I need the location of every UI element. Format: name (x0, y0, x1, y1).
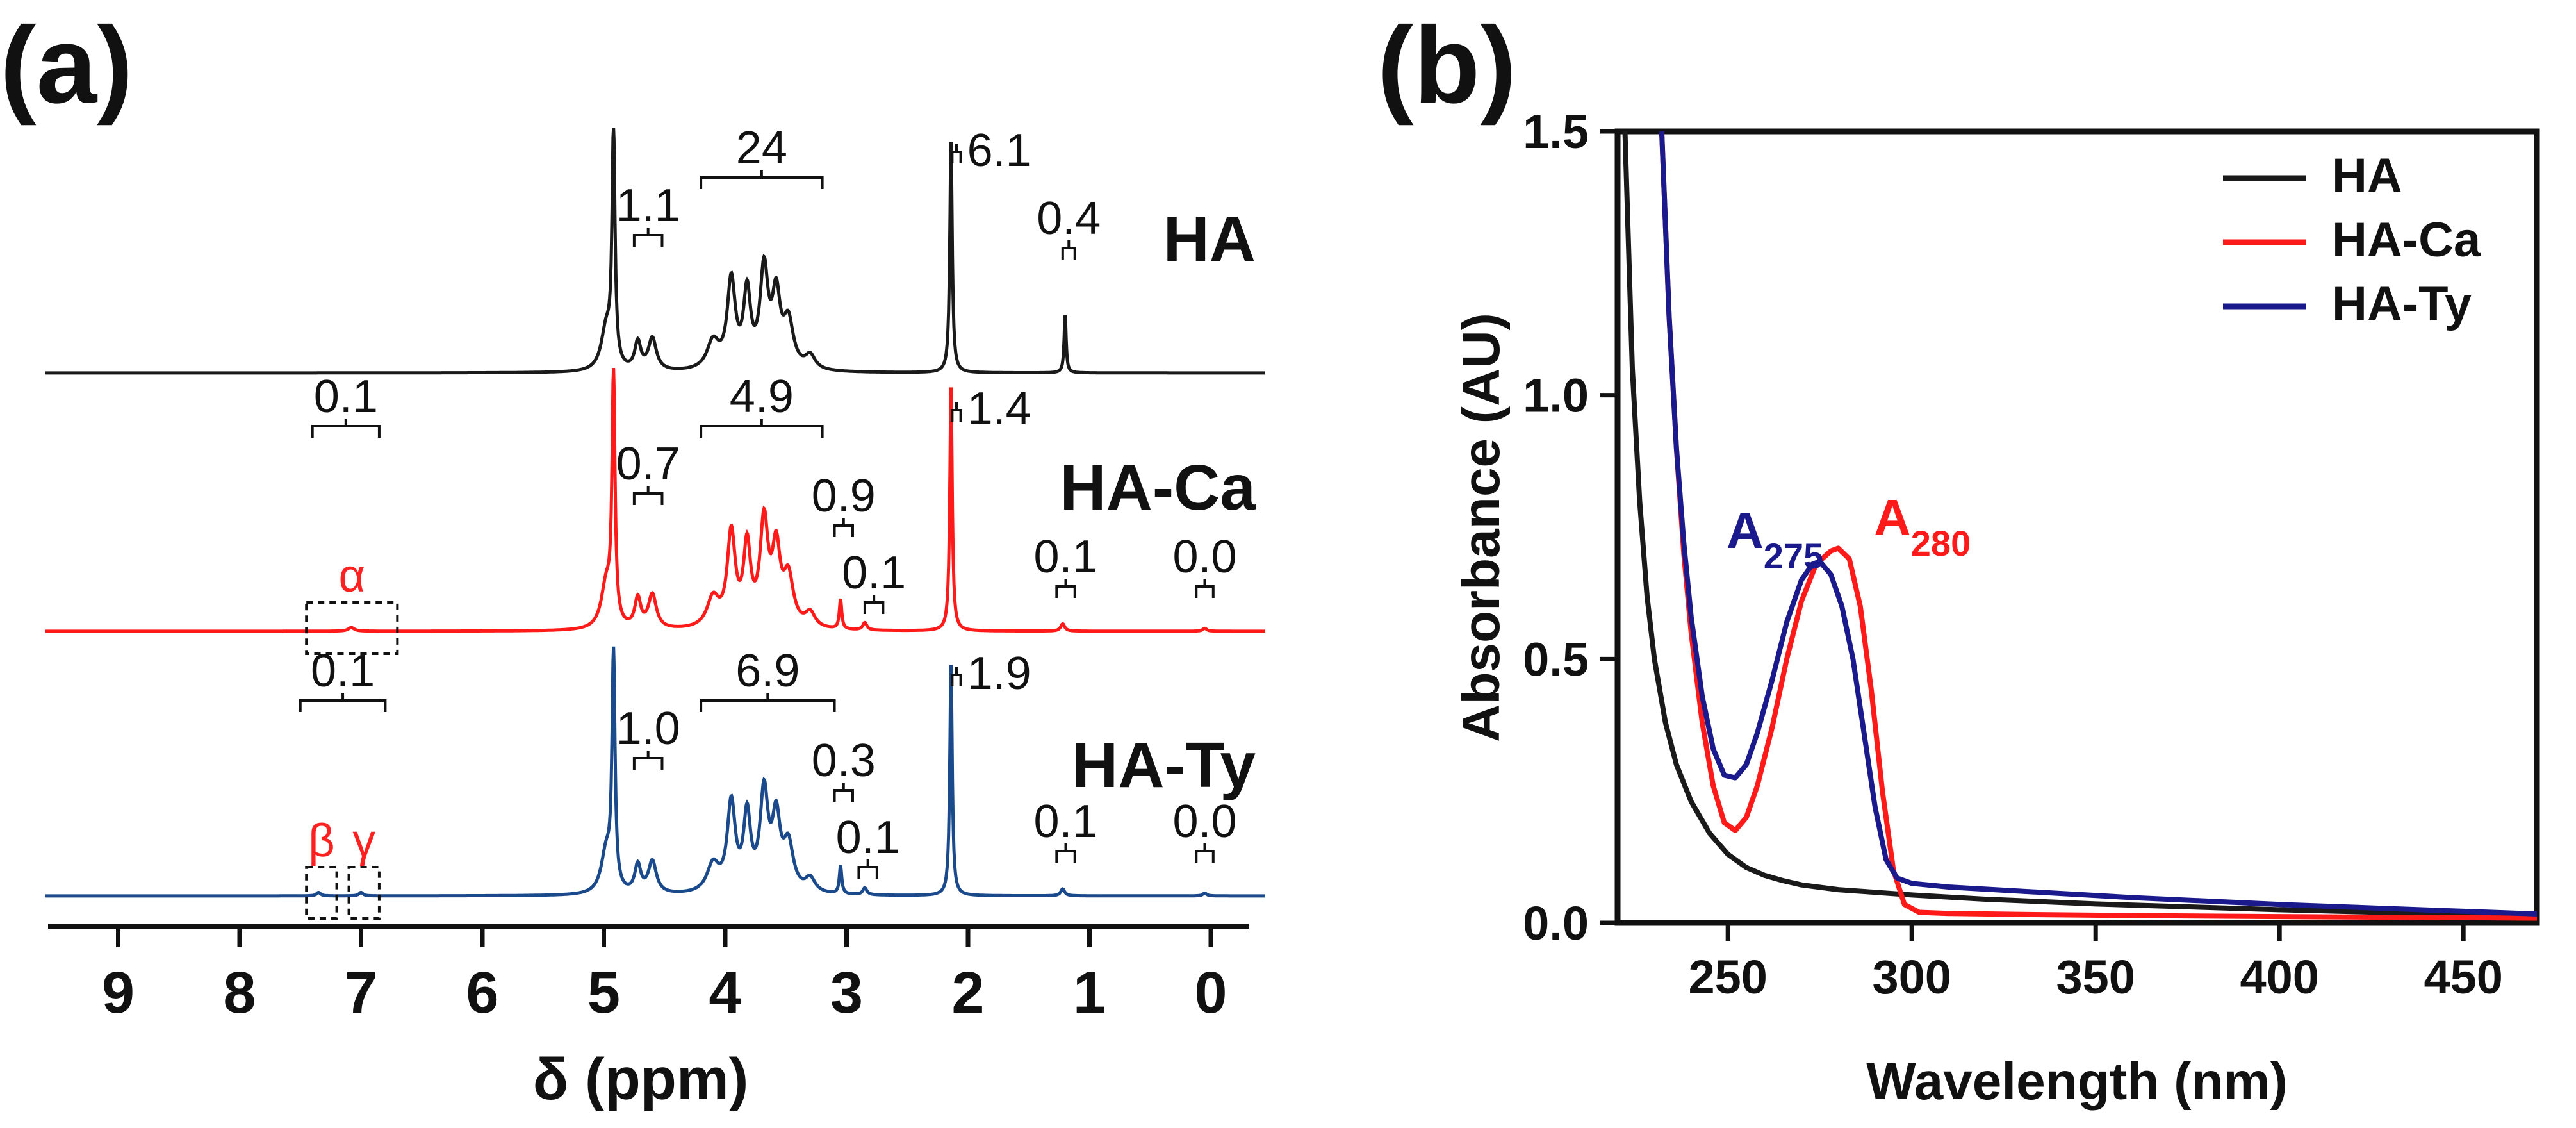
nmr-integral-bracket-ha-ca-6 (1195, 579, 1215, 598)
nmr-x-tick-label-8: 8 (223, 960, 256, 1025)
nmr-x-tick-label-3: 3 (830, 960, 863, 1025)
nmr-integral-bracket-ha-ca-0 (700, 419, 824, 438)
uv-y-tick-label-0-0: 0.0 (1523, 897, 1589, 950)
nmr-integral-bracket-ha-ty-0 (700, 693, 836, 712)
nmr-x-ticks: 9 8 7 6 5 4 3 2 1 0 (102, 926, 1227, 1025)
uv-y-axis-label: Absorbance (AU) (1452, 313, 1511, 742)
nmr-box-label-ha-ty-1: γ (352, 815, 375, 867)
nmr-x-tick-label-9: 9 (102, 960, 135, 1025)
uv-y-tick-label-1-5: 1.5 (1523, 105, 1589, 158)
nmr-integral-label-ha-ty-6: 0.0 (1172, 796, 1236, 847)
nmr-integral-label-ha-ca-1: 0.7 (616, 438, 680, 490)
nmr-integral-label-ha-ca-0: 4.9 (730, 371, 794, 422)
nmr-box-label-ha-ty-0: β (308, 815, 334, 867)
nmr-integral-label-ha-ty-4: 0.1 (836, 812, 900, 863)
uv-legend-label-ha-ca: HA-Ca (2332, 213, 2481, 267)
nmr-integral-bracket-ha-ty-6 (1195, 843, 1215, 863)
nmr-series-group: HA 24 1.1 6.10.4 HA-Ca 4.9 0.7 1.4 0.9 0.1 0.1 0.0 0… (45, 122, 1265, 920)
uv-axis-ticks: 250 300 350 400 450 0.0 0.5 1.0 1.5 (1523, 105, 2503, 1004)
nmr-integral-bracket-ha-ca-2 (951, 402, 962, 422)
uv-line-ha-ca (1659, 131, 2538, 921)
nmr-integral-bracket-ha-ca-7 (311, 419, 381, 438)
nmr-trace-ha (45, 128, 1265, 375)
nmr-integral-label-ha-ty-7: 0.1 (311, 645, 375, 697)
nmr-integral-label-ha-ty-3: 0.3 (812, 735, 876, 786)
nmr-integral-bracket-ha-ty-3 (833, 783, 854, 802)
nmr-integral-bracket-ha-0 (700, 170, 824, 189)
nmr-x-tick-label-5: 5 (587, 960, 620, 1025)
nmr-integral-bracket-ha-ty-2 (951, 667, 962, 686)
uv-x-tick-label-450: 450 (2424, 950, 2502, 1004)
nmr-x-tick-label-1: 1 (1073, 960, 1106, 1025)
nmr-integral-bracket-ha-ty-1 (632, 751, 664, 770)
nmr-trace-ha-ca (45, 368, 1265, 633)
nmr-integral-bracket-ha-ca-1 (632, 486, 664, 505)
uv-line-ha (1622, 131, 2538, 919)
nmr-integral-bracket-ha-2 (951, 144, 962, 163)
nmr-dashed-box-ha-ty-0 (305, 866, 338, 920)
nmr-integral-label-ha-2: 6.1 (967, 125, 1031, 176)
nmr-x-tick-label-7: 7 (345, 960, 377, 1025)
uv-absorbance-chart: 250 300 350 400 450 0.0 0.5 1.0 1.5 Wavelength (… (1452, 105, 2540, 1111)
nmr-integral-label-ha-ca-6: 0.0 (1172, 531, 1236, 583)
nmr-series-ha-ty: HA-Ty 6.9 1.0 1.9 0.3 0.1 0.1 0.0 0.1 β γ (45, 645, 1265, 920)
uv-x-axis-label: Wavelength (nm) (1866, 1052, 2288, 1111)
uv-x-tick-label-250: 250 (1688, 950, 1767, 1004)
nmr-trace-ha-ty (45, 646, 1265, 898)
nmr-integral-label-ha-ca-5: 0.1 (1034, 531, 1098, 583)
nmr-integral-label-ha-ca-7: 0.1 (314, 371, 378, 422)
uv-x-tick-label-300: 300 (1872, 950, 1951, 1004)
uv-annotation-a280: A280 (1874, 489, 1971, 563)
nmr-integral-bracket-ha-ty-7 (299, 693, 387, 712)
nmr-integral-bracket-ha-ty-5 (1055, 843, 1076, 863)
nmr-integral-label-ha-ca-3: 0.9 (812, 470, 876, 522)
nmr-integral-bracket-ha-ca-3 (833, 518, 854, 537)
nmr-integral-bracket-ha-ca-5 (1055, 579, 1076, 598)
nmr-box-label-ha-ca-0: α (338, 551, 365, 602)
nmr-series-label-ha: HA (1163, 203, 1256, 275)
nmr-integral-bracket-ha-3 (1061, 240, 1076, 260)
nmr-integral-label-ha-1: 1.1 (616, 180, 680, 231)
nmr-spectrum-chart: 9 8 7 6 5 4 3 2 1 0 δ (ppm) HA 24 1.1 6.10.4 HA-Ca 4.9… (45, 122, 1265, 1112)
nmr-x-tick-label-0: 0 (1194, 960, 1227, 1025)
panel-a-label: (a) (0, 4, 133, 126)
uv-y-tick-label-0-5: 0.5 (1523, 633, 1589, 686)
nmr-integral-label-ha-ty-5: 0.1 (1034, 796, 1098, 847)
uv-annotation-a275: A275 (1727, 502, 1823, 576)
nmr-x-tick-label-2: 2 (951, 960, 984, 1025)
nmr-integral-bracket-ha-ty-4 (857, 859, 878, 879)
nmr-integral-label-ha-0: 24 (736, 122, 787, 174)
nmr-series-label-ha-ca: HA-Ca (1060, 452, 1256, 524)
nmr-series-label-ha-ty: HA-Ty (1072, 729, 1256, 801)
nmr-x-tick-label-4: 4 (709, 960, 741, 1025)
nmr-integral-label-ha-ty-2: 1.9 (967, 648, 1031, 699)
nmr-integral-bracket-ha-ca-4 (863, 595, 885, 614)
nmr-series-ha-ca: HA-Ca 4.9 0.7 1.4 0.9 0.1 0.1 0.0 0.1 α (45, 368, 1265, 655)
nmr-integral-label-ha-ca-4: 0.1 (842, 547, 906, 599)
uv-legend: HA HA-Ca HA-Ty (2223, 149, 2481, 331)
uv-y-tick-label-1-0: 1.0 (1523, 369, 1589, 422)
nmr-integral-bracket-ha-1 (632, 228, 664, 247)
nmr-integral-label-ha-ca-2: 1.4 (967, 383, 1031, 435)
nmr-integral-label-ha-ty-1: 1.0 (616, 703, 680, 754)
uv-x-tick-label-400: 400 (2240, 950, 2318, 1004)
nmr-dashed-box-ha-ty-1 (347, 866, 381, 920)
uv-legend-label-ha-ty: HA-Ty (2332, 277, 2472, 331)
nmr-x-tick-label-6: 6 (466, 960, 498, 1025)
uv-line-ha-ty (1659, 131, 2538, 916)
uv-series-lines (1622, 131, 2538, 921)
nmr-integral-label-ha-ty-0: 6.9 (735, 645, 800, 697)
uv-x-tick-label-350: 350 (2056, 950, 2135, 1004)
uv-legend-label-ha: HA (2332, 149, 2402, 203)
nmr-series-ha: HA 24 1.1 6.10.4 (45, 122, 1265, 375)
uv-plot-frame (1614, 128, 2540, 926)
nmr-dashed-box-ha-ca-0 (305, 601, 399, 655)
panel-b-label: (b) (1377, 4, 1516, 126)
nmr-integral-label-ha-3: 0.4 (1037, 193, 1101, 244)
nmr-x-axis-label: δ (ppm) (533, 1047, 749, 1112)
